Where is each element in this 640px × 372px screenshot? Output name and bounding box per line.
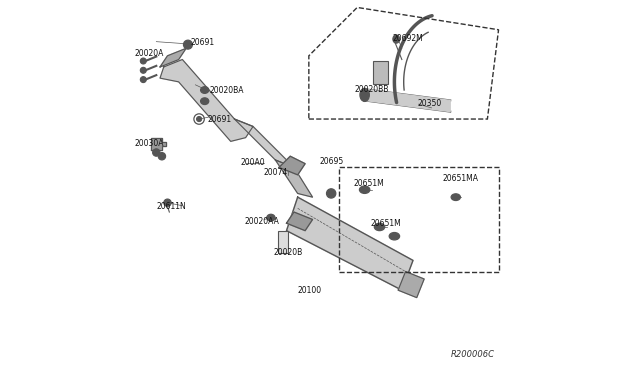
Circle shape (184, 40, 193, 49)
Text: 20651MA: 20651MA (443, 174, 479, 183)
Text: 20100: 20100 (298, 286, 322, 295)
Text: 20695: 20695 (319, 157, 344, 166)
Polygon shape (398, 272, 424, 298)
Circle shape (164, 199, 172, 206)
Polygon shape (234, 119, 294, 167)
Polygon shape (160, 48, 186, 67)
Circle shape (140, 58, 147, 64)
Text: 20350: 20350 (417, 99, 442, 108)
Ellipse shape (360, 186, 370, 193)
Text: 20020AA: 20020AA (245, 217, 280, 226)
Ellipse shape (267, 214, 275, 221)
Polygon shape (151, 138, 166, 150)
Circle shape (186, 43, 190, 46)
Circle shape (152, 149, 160, 156)
Ellipse shape (374, 223, 385, 231)
Ellipse shape (451, 194, 460, 201)
Text: 20020BB: 20020BB (355, 85, 389, 94)
Bar (278, 231, 288, 253)
Polygon shape (287, 212, 312, 231)
Ellipse shape (200, 87, 209, 93)
Ellipse shape (326, 189, 336, 198)
Ellipse shape (389, 232, 399, 240)
Text: 20651M: 20651M (370, 219, 401, 228)
Text: 20692M: 20692M (392, 34, 423, 43)
Text: 20020B: 20020B (273, 248, 303, 257)
Text: 20074: 20074 (264, 168, 288, 177)
Text: R200006C: R200006C (451, 350, 495, 359)
Text: 20691: 20691 (207, 115, 232, 124)
Text: 200A0: 200A0 (240, 158, 265, 167)
Text: 20020BA: 20020BA (209, 86, 244, 95)
Polygon shape (287, 197, 413, 290)
Text: 20691: 20691 (191, 38, 214, 47)
Circle shape (196, 116, 202, 122)
Ellipse shape (360, 89, 369, 102)
Circle shape (140, 77, 147, 83)
Text: 20651M: 20651M (353, 179, 384, 187)
Text: 20611N: 20611N (156, 202, 186, 211)
Ellipse shape (393, 35, 399, 43)
Ellipse shape (200, 98, 209, 105)
Circle shape (158, 153, 166, 160)
Polygon shape (160, 60, 253, 141)
Polygon shape (275, 160, 312, 197)
Text: 20030A: 20030A (135, 139, 164, 148)
Bar (373, 61, 388, 84)
Circle shape (140, 67, 147, 73)
Polygon shape (279, 156, 305, 175)
Polygon shape (365, 89, 450, 112)
Text: 20020A: 20020A (134, 49, 163, 58)
